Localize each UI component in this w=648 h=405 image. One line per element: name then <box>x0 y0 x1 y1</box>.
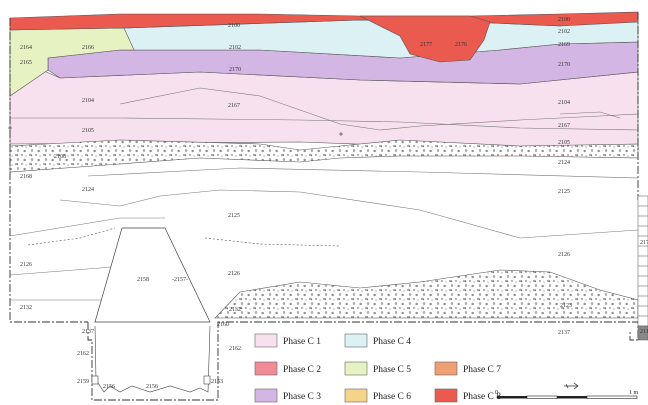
context-label-2167-right: 2167 <box>558 123 570 129</box>
context-label-2125: 2125 <box>228 213 240 219</box>
context-label-2177: 2177 <box>420 42 432 48</box>
context-label-2124: 2124 <box>82 187 94 193</box>
context-label-2168: 2168 <box>20 174 32 180</box>
context-label-2165: 2165 <box>20 60 32 66</box>
context-label-2126: 2126 <box>20 262 32 268</box>
context-label-2170: 2170 <box>229 67 241 73</box>
context-label-2132: 2132 <box>20 305 32 311</box>
phase-legend: Phase C 1 Phase C 4 Phase C 2 Phase C 5 … <box>254 333 501 403</box>
context-label-2132-mid: 2132 <box>229 307 241 313</box>
context-label-2100-right: 2100 <box>558 17 570 23</box>
legend-label-c4: Phase C 4 <box>373 337 411 347</box>
legend-swatch-c6 <box>344 388 368 403</box>
context-label-2105-right: 2105 <box>558 140 570 146</box>
context-label-2156-b: 2156 <box>146 384 158 390</box>
north-arrow-icon <box>564 382 579 390</box>
context-label-2105: 2105 <box>82 128 94 134</box>
context-label-2176: 2176 <box>455 42 467 48</box>
context-label-2153: 2153 <box>211 379 223 385</box>
context-label-2126-right: 2126 <box>558 252 570 258</box>
context-label-2100: 2100 <box>228 23 240 29</box>
context-label-2137: 2137 <box>82 329 94 335</box>
context-label-2125-right: 2125 <box>558 189 570 195</box>
context-label-2166: 2166 <box>82 45 94 51</box>
context-label-2124-right: 2124 <box>558 160 570 166</box>
legend-swatch-c2 <box>254 361 278 376</box>
context-label-2108: 2108 <box>54 154 66 160</box>
scale-label-start: 0 <box>495 390 498 396</box>
legend-label-c2: Phase C 2 <box>283 365 321 375</box>
context-label-2126-mid: 2126 <box>228 271 240 277</box>
cut-2158 <box>94 227 211 323</box>
legend-swatch-c1 <box>254 333 278 348</box>
context-labels: 2100 2100 2164 2166 2165 2102 2102 2177 … <box>20 17 648 390</box>
section-layers <box>9 11 639 322</box>
context-label-2173: 2173 <box>640 240 648 246</box>
context-label-2159: 2159 <box>77 379 89 385</box>
scale-label-end: 1 m <box>629 390 639 396</box>
legend-label-c1: Phase C 1 <box>283 337 321 347</box>
right-edge-block <box>637 195 648 341</box>
context-label-2104-right: 2104 <box>558 100 570 106</box>
legend-label-c6: Phase C 6 <box>373 392 411 402</box>
legend-label-c5: Phase C 5 <box>373 365 411 375</box>
context-label-2170-right: 2170 <box>558 62 570 68</box>
context-label-2162-right: 2162 <box>229 346 241 352</box>
legend-swatch-c7 <box>434 361 458 376</box>
legend-label-c8: Phase C 8 <box>463 392 501 402</box>
excavation-boundary <box>9 12 639 401</box>
context-label-2137-right: 2137 <box>558 330 570 336</box>
context-label-2102: 2102 <box>229 45 241 51</box>
context-label-2160: 2160 <box>217 322 229 328</box>
layer-2166 <box>9 27 135 97</box>
context-label-2102-right: 2102 <box>558 29 570 35</box>
context-label-2169: 2169 <box>558 42 570 48</box>
context-label-2167: 2167 <box>228 103 240 109</box>
survey-points <box>8 126 343 136</box>
context-label-2113: 2113 <box>640 329 648 335</box>
context-label-2104: 2104 <box>82 98 94 104</box>
legend-swatch-c4 <box>344 333 368 348</box>
context-label-2123: 2123 <box>560 303 572 309</box>
legend-label-c3: Phase C 3 <box>283 392 321 402</box>
legend-swatch-c8 <box>434 388 458 403</box>
legend-label-c7: Phase C 7 <box>463 365 501 375</box>
dashed-interfaces <box>27 227 341 247</box>
context-label-2158: 2158 <box>137 277 149 283</box>
lower-shaft <box>91 325 211 393</box>
context-label-2156: 2156 <box>103 384 115 390</box>
context-label-2164: 2164 <box>20 45 32 51</box>
feature-2177 <box>359 15 491 63</box>
legend-swatch-c3 <box>254 388 278 403</box>
legend-swatch-c5 <box>344 361 368 376</box>
scale-bar: 0 1 m <box>495 382 639 399</box>
context-label-2162: 2162 <box>77 351 89 357</box>
context-label-2157: -2157- <box>172 277 188 283</box>
